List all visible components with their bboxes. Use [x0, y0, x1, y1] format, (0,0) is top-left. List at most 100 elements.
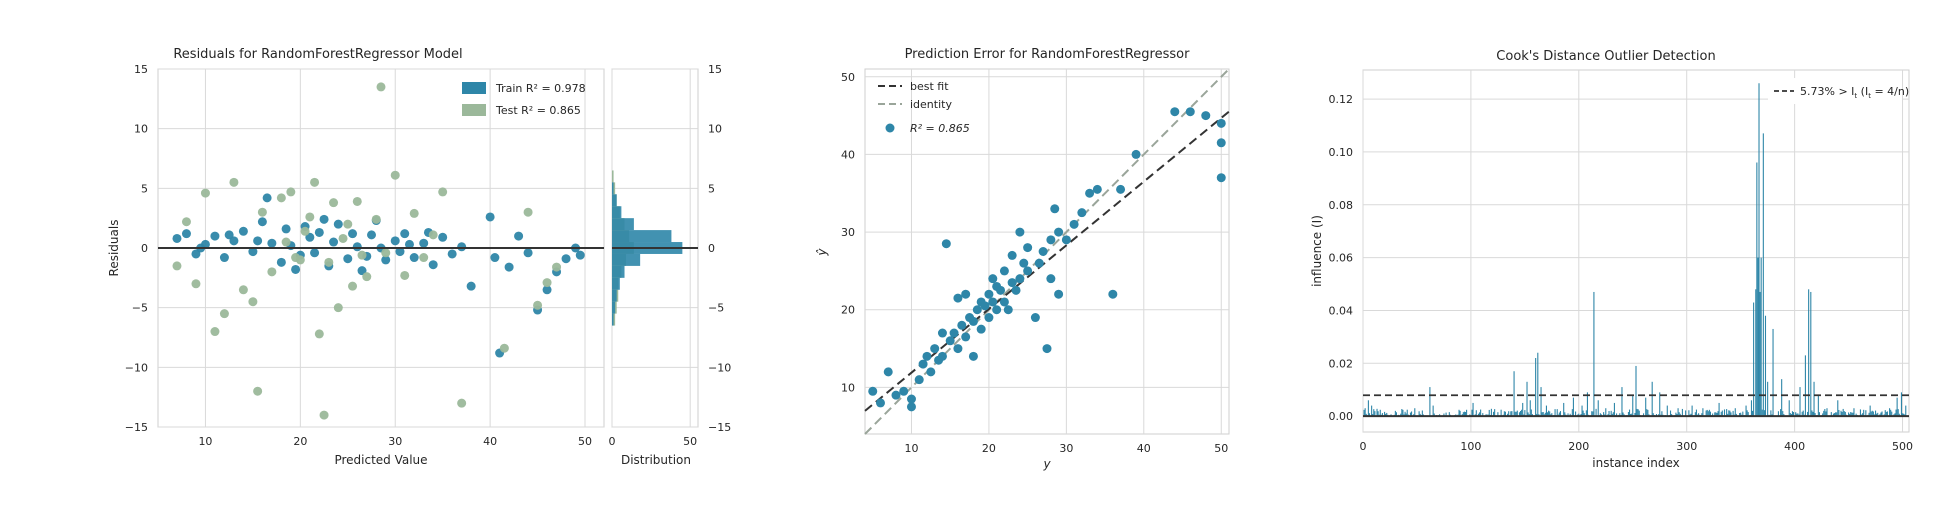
prediction-x-tick-label: 20 [982, 442, 996, 455]
train-residual-point [575, 250, 585, 260]
test-residual-point [200, 188, 210, 198]
legend-train-label: Train R² = 0.978 [495, 82, 586, 95]
prediction-point [1131, 149, 1141, 159]
distribution-train-bar [612, 206, 622, 219]
test-residual-point [400, 270, 410, 280]
train-residual-point [238, 226, 248, 236]
prediction-point [1003, 305, 1013, 315]
prediction-x-tick-label: 10 [904, 442, 918, 455]
prediction-point [926, 367, 936, 377]
prediction-point [1015, 274, 1025, 284]
prediction-y-tick-label: 30 [841, 226, 855, 239]
test-residual-point [352, 196, 362, 206]
prediction-point [984, 289, 994, 299]
cooks-y-tick-label: 0.08 [1329, 199, 1354, 212]
distribution-x-tick-label: 0 [609, 435, 616, 448]
prediction-point [957, 320, 967, 330]
prediction-point [1019, 258, 1029, 268]
prediction-point [1030, 313, 1040, 323]
prediction-point [972, 305, 982, 315]
prediction-point [1092, 184, 1102, 194]
cooks-legend-formula-tail: = 4/n) [1871, 85, 1909, 98]
distribution-train-bar [612, 313, 614, 326]
distribution-y-tick-label: 5 [708, 182, 715, 195]
distribution-train-bar [612, 182, 614, 195]
train-residual-point [172, 233, 182, 243]
prediction-point [1007, 250, 1017, 260]
residuals-x-ticks: 10 20 30 40 50 [198, 435, 592, 448]
residuals-y-tick-label: 0 [141, 242, 148, 255]
prediction-point [1023, 266, 1033, 276]
test-residual-point [191, 279, 201, 289]
train-residual-point [542, 285, 552, 295]
cooks-distance-panel: Cook's Distance Outlier Detection 0 100 20… [1310, 49, 1913, 470]
train-residual-point [485, 212, 495, 222]
test-residual-point [276, 193, 286, 203]
test-residual-point [348, 281, 358, 291]
prediction-point [899, 386, 909, 396]
distribution-train-bar [612, 218, 634, 231]
prediction-point [988, 297, 998, 307]
prediction-point [918, 359, 928, 369]
prediction-point [1050, 204, 1060, 214]
test-residual-point [338, 233, 348, 243]
distribution-train-bar [612, 289, 617, 302]
test-residual-point [552, 262, 562, 272]
test-residual-point [329, 198, 339, 208]
prediction-point [1108, 289, 1118, 299]
train-residual-point [267, 238, 277, 248]
prediction-point [1216, 138, 1226, 148]
test-residual-point [229, 177, 239, 187]
train-residual-point [224, 230, 234, 240]
prediction-point [996, 285, 1006, 295]
prediction-x-tick-label: 40 [1137, 442, 1151, 455]
legend-test-label: Test R² = 0.865 [495, 104, 581, 117]
train-residual-point [310, 248, 320, 258]
prediction-point [1046, 235, 1056, 245]
test-residual-point [362, 272, 372, 282]
prediction-point [906, 402, 916, 412]
train-residual-point [381, 255, 391, 265]
train-residual-point [319, 214, 329, 224]
prediction-y-label: ŷ [815, 248, 829, 257]
prediction-grid [865, 69, 1229, 434]
distribution-y-tick-label: 10 [708, 123, 722, 136]
test-residual-point [300, 226, 310, 236]
train-residual-point [514, 231, 524, 241]
test-residual-point [333, 303, 343, 313]
train-residual-point [523, 248, 533, 258]
residuals-x-tick-label: 50 [578, 435, 592, 448]
train-residual-point [352, 242, 362, 252]
residuals-y-tick-label: 15 [134, 63, 148, 76]
prediction-point [945, 336, 955, 346]
test-residual-point [210, 327, 220, 337]
train-residual-point [447, 249, 457, 259]
prediction-point [1046, 274, 1056, 284]
residuals-x-tick-label: 30 [388, 435, 402, 448]
cooks-legend-formula: (I [1857, 85, 1868, 98]
train-residual-point [348, 229, 358, 239]
prediction-point [999, 266, 1009, 276]
distribution-y-tick-label: 15 [708, 63, 722, 76]
prediction-point [1069, 219, 1079, 229]
train-residual-point [276, 257, 286, 267]
train-residual-point [262, 193, 272, 203]
test-residual-point [281, 237, 291, 247]
test-residual-point [248, 297, 258, 307]
test-residual-point [499, 343, 509, 353]
distribution-train-bar [612, 265, 625, 278]
prediction-x-tick-label: 30 [1059, 442, 1073, 455]
test-residual-point [305, 212, 315, 222]
cooks-x-tick-label: 400 [1784, 440, 1805, 453]
test-residual-point [324, 257, 334, 267]
prediction-point [1185, 107, 1195, 117]
prediction-point [1007, 278, 1017, 288]
residuals-y-tick-label: −15 [125, 421, 148, 434]
prediction-point [1061, 235, 1071, 245]
prediction-point [1085, 188, 1095, 198]
cooks-legend-text: 5.73% > I [1800, 85, 1854, 98]
prediction-x-tick-label: 50 [1214, 442, 1228, 455]
test-residual-point [286, 187, 296, 197]
train-residual-point [257, 217, 267, 227]
